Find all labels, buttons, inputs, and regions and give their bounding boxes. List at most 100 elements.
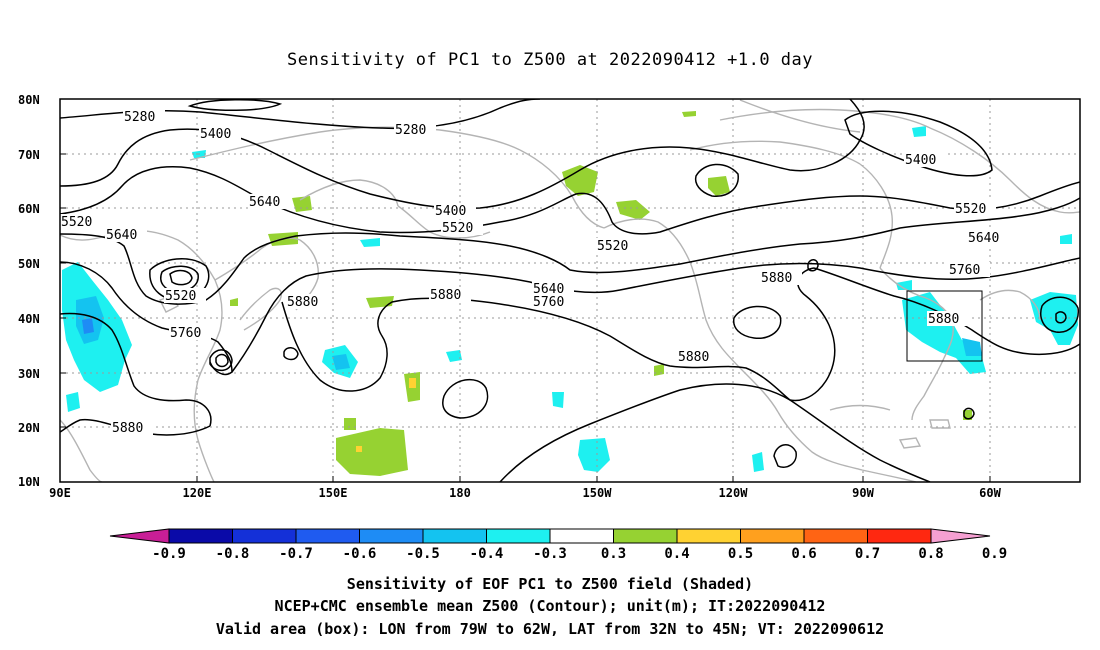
- colorbar-label: -0.7: [279, 546, 313, 562]
- contour-5880-b: [60, 418, 211, 436]
- colorbar-label: 0.7: [855, 546, 880, 562]
- lon-label: 60W: [979, 486, 1001, 500]
- plot-title: Sensitivity of PC1 to Z500 at 2022090412…: [286, 50, 813, 70]
- pos-patch-east-pac: [654, 364, 664, 376]
- contour-label: 5640: [249, 195, 280, 210]
- pos-patch-arctic: [682, 111, 696, 117]
- map-frame: [59, 98, 1081, 483]
- colorbar-cell: [867, 528, 932, 544]
- caption-valid-area: Valid area (box): LON from 79W to 62W, L…: [215, 620, 885, 638]
- neg-peak-asia: [82, 318, 94, 334]
- z500-contours: [60, 99, 1080, 482]
- colorbar-cell: [168, 528, 233, 544]
- pos-patch-japan: [230, 298, 238, 306]
- colorbar-label: -0.4: [470, 546, 504, 562]
- contour-5520-inner: [160, 265, 199, 293]
- contour-label: 5280: [124, 110, 155, 125]
- contour-label: 5880: [112, 421, 143, 436]
- contour-5880-loop-d: [1040, 296, 1079, 333]
- pos-peak-tropic: [356, 446, 362, 452]
- contour-label: 5640: [533, 282, 564, 297]
- pos-patch-tropic-b: [344, 418, 356, 430]
- lat-label: 70N: [18, 148, 40, 162]
- contour-label: 5760: [533, 295, 564, 310]
- colorbar-cell: [613, 528, 678, 544]
- colorbar-label: -0.8: [216, 546, 250, 562]
- pos-patch-alaska-b: [616, 200, 650, 220]
- lon-label: 90E: [49, 486, 71, 500]
- lon-label: 120W: [719, 486, 749, 500]
- colorbar-label: 0.5: [728, 546, 753, 562]
- lat-label: 40N: [18, 312, 40, 326]
- colorbar-cell: [740, 528, 805, 544]
- pos-patch-tropic-a: [336, 428, 408, 476]
- colorbar-low-end: [109, 528, 170, 544]
- contour-5640: [60, 197, 1080, 305]
- caption-contour: NCEP+CMC ensemble mean Z500 (Contour); u…: [274, 597, 826, 615]
- neg-patch-asia-south: [66, 392, 80, 412]
- neg-patch-tropic-a: [578, 438, 610, 472]
- contour-label: 5520: [61, 215, 92, 230]
- contour-5760-japan: [209, 349, 233, 372]
- colorbar-label: -0.5: [406, 546, 440, 562]
- contour-label: 5880: [430, 288, 461, 303]
- contour-5520-low: [149, 258, 210, 301]
- contour-5280-loop: [187, 99, 283, 111]
- contour-5520-core: [169, 269, 193, 286]
- contour-label: 5880: [678, 350, 709, 365]
- pos-patch-kurils: [366, 296, 394, 308]
- colorbar-cell: [549, 528, 614, 544]
- contour-label: 5520: [955, 202, 986, 217]
- contour-label: 5400: [435, 204, 466, 219]
- pos-patch-alaska-a: [562, 165, 598, 196]
- neg-patch-pacific-c: [360, 238, 380, 247]
- contour-labels: 5280 5280 5400 5400 5400 5520 5520 5520 …: [60, 109, 1009, 436]
- colorbar-cell: [676, 528, 741, 544]
- neg-core-pacific: [332, 354, 350, 370]
- lon-label: 150E: [319, 486, 348, 500]
- lon-label: 120E: [183, 486, 212, 500]
- contour-5880-c: [281, 267, 836, 402]
- contour-label: 5640: [106, 228, 137, 243]
- contour-label: 5520: [597, 239, 628, 254]
- colorbar-label: -0.3: [533, 546, 567, 562]
- contour-5880: [60, 312, 212, 427]
- lat-label: 60N: [18, 202, 40, 216]
- neg-patch-canada: [896, 280, 912, 290]
- contour-label: 5880: [761, 271, 792, 286]
- colorbar: -0.9 -0.8 -0.7 -0.6 -0.5 -0.4 -0.3 0.3 0.4 0.5 0.6…: [109, 528, 1007, 562]
- contour-5880-loop-d-in: [1055, 311, 1067, 324]
- neg-patch-greenland: [912, 126, 926, 137]
- colorbar-label: 0.8: [918, 546, 943, 562]
- colorbar-cell: [359, 528, 424, 544]
- contour-label: 5760: [170, 326, 201, 341]
- lat-label: 50N: [18, 257, 40, 271]
- colorbar-label: -0.6: [343, 546, 377, 562]
- colorbar-label: 0.4: [664, 546, 689, 562]
- neg-patch-tropic-c: [752, 452, 764, 472]
- colorbar-cell: [422, 528, 487, 544]
- contour-label: 5400: [905, 153, 936, 168]
- tick-marks: [60, 153, 991, 482]
- contour-label: 5520: [442, 221, 473, 236]
- lon-label: 150W: [583, 486, 613, 500]
- neg-patch-box: [902, 292, 986, 374]
- contour-5880-loop-b: [732, 305, 782, 339]
- neg-patch-tropic-b: [552, 392, 564, 408]
- contour-label: 5400: [200, 127, 231, 142]
- lat-label: 80N: [18, 93, 40, 107]
- contour-5880-loop-a: [442, 378, 489, 419]
- colorbar-cell: [295, 528, 360, 544]
- colorbar-label: 0.6: [791, 546, 816, 562]
- pos-patch-canada: [708, 176, 730, 196]
- contour-5400-ring: [844, 110, 993, 177]
- lat-label: 30N: [18, 367, 40, 381]
- contour-5880-e: [499, 383, 931, 482]
- colorbar-label: -0.9: [152, 546, 186, 562]
- lat-label: 20N: [18, 421, 40, 435]
- colorbar-cell: [803, 528, 868, 544]
- colorbar-high-end: [930, 528, 991, 544]
- neg-patch-east: [1060, 234, 1072, 244]
- colorbar-label: 0.3: [601, 546, 626, 562]
